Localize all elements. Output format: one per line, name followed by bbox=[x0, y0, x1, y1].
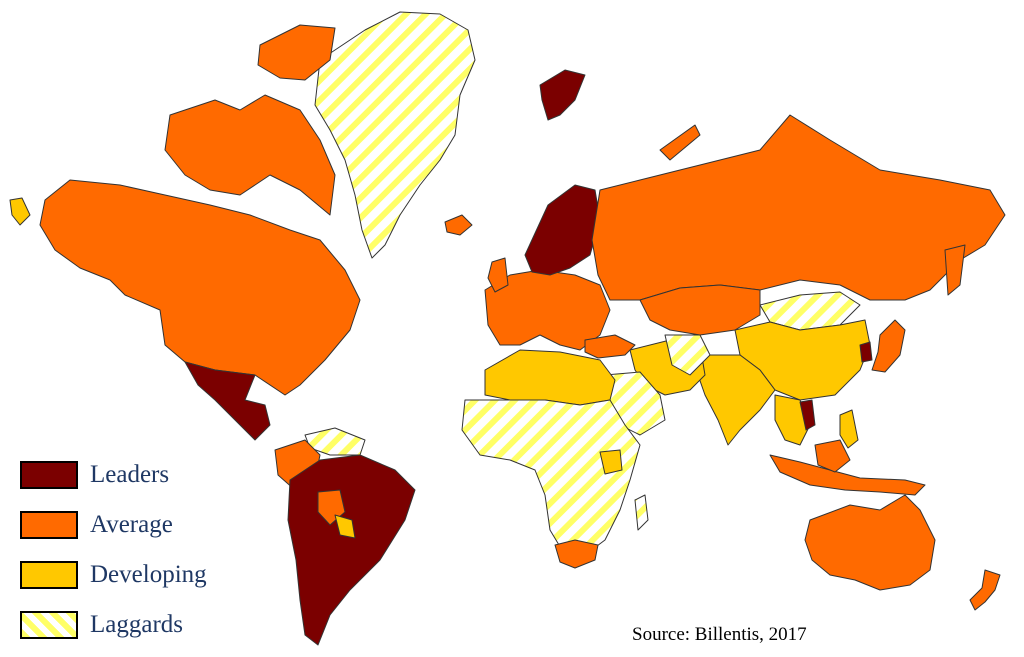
legend-label-laggards: Laggards bbox=[90, 611, 184, 638]
legend-label-average: Average bbox=[90, 511, 173, 538]
region-russia bbox=[591, 114, 1006, 301]
region-south-america bbox=[287, 454, 416, 646]
legend-swatch-leaders bbox=[20, 461, 78, 489]
region-afghanistan bbox=[664, 334, 711, 376]
region-korea bbox=[859, 341, 873, 363]
legend-label-leaders: Leaders bbox=[90, 461, 170, 488]
region-north-africa bbox=[484, 349, 616, 406]
region-north-america bbox=[39, 179, 361, 396]
region-borneo bbox=[814, 439, 851, 473]
region-hawaii bbox=[9, 197, 31, 226]
region-svalbard bbox=[539, 69, 586, 121]
region-greenland bbox=[314, 11, 476, 259]
legend-swatch-laggards bbox=[20, 611, 78, 639]
region-central-asia bbox=[639, 284, 761, 336]
legend-label-developing: Developing bbox=[90, 561, 207, 588]
region-philippines bbox=[839, 409, 859, 449]
region-japan bbox=[871, 319, 906, 373]
legend-item-developing: Developing bbox=[20, 550, 260, 600]
region-scandinavia bbox=[524, 184, 601, 276]
region-madagascar bbox=[634, 494, 649, 531]
region-south-africa bbox=[554, 539, 599, 569]
region-mexico bbox=[184, 361, 271, 441]
region-australia bbox=[804, 494, 936, 591]
region-kenya bbox=[599, 449, 623, 475]
region-kamchatka bbox=[944, 244, 966, 296]
region-turkey bbox=[584, 334, 636, 359]
region-new-zealand bbox=[969, 569, 1001, 611]
region-novaya-zemlya bbox=[659, 124, 701, 161]
region-africa bbox=[461, 399, 641, 556]
region-paraguay bbox=[334, 514, 356, 539]
legend-item-laggards: Laggards bbox=[20, 600, 260, 650]
region-iceland bbox=[444, 214, 473, 236]
legend-swatch-average bbox=[20, 511, 78, 539]
region-uk bbox=[487, 257, 509, 293]
map-legend: Leaders Average Developing Laggards bbox=[20, 450, 260, 650]
source-note: Source: Billentis, 2017 bbox=[632, 624, 807, 645]
legend-item-leaders: Leaders bbox=[20, 450, 260, 500]
region-canadian-arctic bbox=[257, 24, 336, 81]
legend-item-average: Average bbox=[20, 500, 260, 550]
region-vietnam bbox=[799, 399, 816, 431]
legend-swatch-developing bbox=[20, 561, 78, 589]
region-indonesia bbox=[769, 454, 926, 496]
region-india bbox=[697, 354, 776, 446]
region-canadian-islands bbox=[164, 94, 336, 216]
